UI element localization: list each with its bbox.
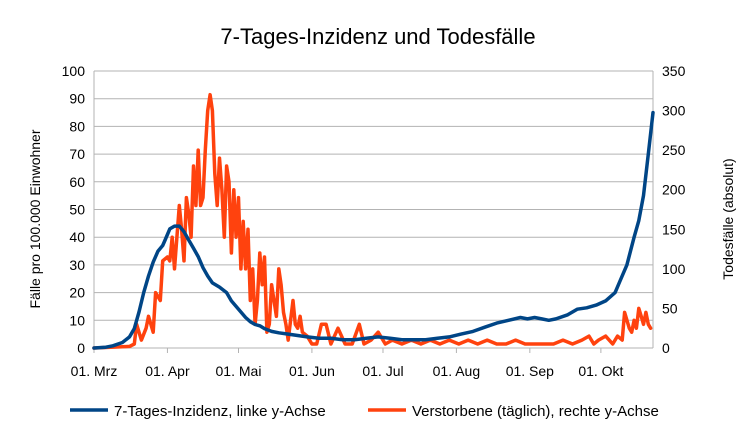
ytick-right-label: 300 [662,103,686,119]
series-line-deaths [92,92,653,350]
ytick-right-label: 0 [662,340,670,356]
y-axis-label-left: Fälle pro 100.000 Einwohner [27,129,43,308]
left-axis-ticks: 0 10 20 30 40 50 60 70 80 90 100 [62,63,86,356]
series-layer [92,92,655,350]
xtick-label: 01. Jun [289,363,335,379]
xtick-label: 01. Jul [362,363,403,379]
ytick-left-label: 0 [77,340,85,356]
legend-label-deaths: Verstorbene (täglich), rechte y-Achse [412,403,659,420]
ytick-left-label: 60 [69,174,85,190]
ytick-right-label: 250 [662,142,686,158]
ytick-left-label: 20 [69,285,85,301]
ytick-right-label: 200 [662,182,686,198]
legend: 7-Tages-Inzidenz, linke y-Achse Verstorb… [70,403,659,420]
xtick-label: 01. Aug [433,363,481,379]
ytick-left-label: 30 [69,257,85,273]
xtick-label: 01. Mai [216,363,262,379]
ytick-left-label: 10 [69,312,85,328]
chart-title: 7-Tages-Inzidenz und Todesfälle [220,24,535,49]
series-line-incidence [92,110,655,350]
xtick-label: 01. Mrz [71,363,118,379]
ytick-left-label: 100 [62,63,86,79]
ytick-right-label: 150 [662,221,686,237]
xtick-label: 01. Sep [506,363,554,379]
xtick-label: 01. Apr [145,363,190,379]
right-axis-ticks: 0 50 100 150 200 250 300 350 [662,63,686,356]
legend-label-incidence: 7-Tages-Inzidenz, linke y-Achse [114,403,326,420]
y-axis-label-right: Todesfälle (absolut) [720,158,736,279]
ytick-left-label: 50 [69,202,85,218]
ytick-right-label: 100 [662,261,686,277]
ytick-right-label: 50 [662,300,678,316]
ytick-right-label: 350 [662,63,686,79]
ytick-left-label: 90 [69,91,85,107]
xtick-label: 01. Okt [578,363,623,379]
ytick-left-label: 80 [69,118,85,134]
ytick-left-label: 40 [69,229,85,245]
ytick-left-label: 70 [69,146,85,162]
x-axis-ticks: 01. Mrz 01. Apr 01. Mai 01. Jun 01. Jul 01. A… [71,348,624,379]
